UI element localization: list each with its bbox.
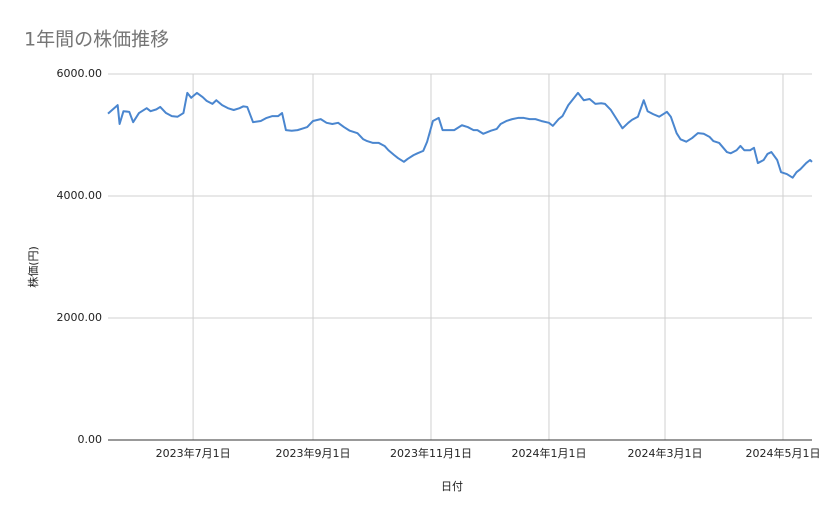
x-tick-label: 2023年7月1日: [156, 446, 231, 460]
y-tick-label: 4000.00: [57, 189, 103, 202]
y-axis-label: 株価(円): [26, 246, 40, 288]
y-tick-label: 0.00: [78, 433, 103, 446]
data-line: [107, 91, 813, 179]
x-tick-label: 2024年1月1日: [511, 446, 586, 460]
x-tick-label: 2023年11月1日: [390, 446, 472, 460]
chart-title: 1年間の株価推移: [24, 29, 169, 51]
y-tick-label: 6000.00: [57, 67, 103, 80]
x-tick-label: 2024年3月1日: [628, 446, 703, 460]
x-axis-label: 日付: [441, 480, 463, 493]
y-tick-label: 2000.00: [57, 311, 103, 324]
x-tick-label: 2024年5月1日: [745, 446, 820, 460]
x-tick-label: 2023年9月1日: [276, 446, 351, 460]
